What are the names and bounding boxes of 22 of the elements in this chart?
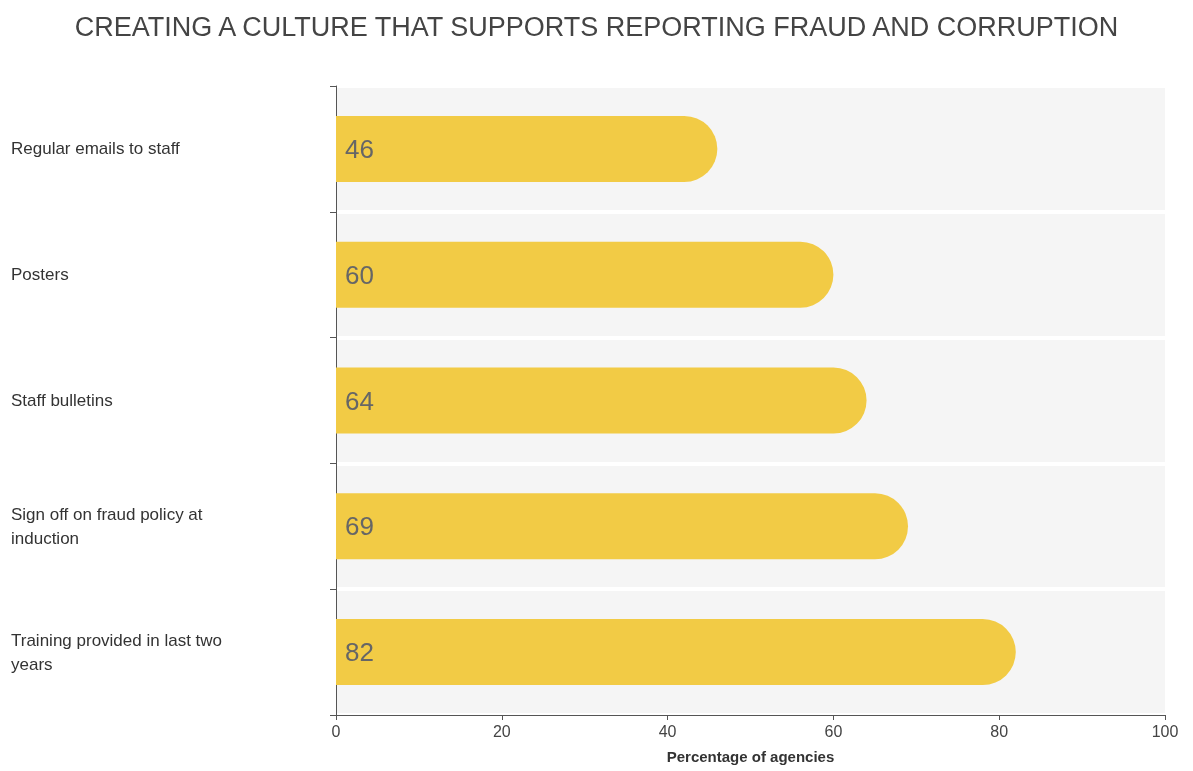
bar — [336, 493, 909, 560]
bar — [336, 367, 867, 434]
x-tick-label: 60 — [824, 722, 843, 740]
data-label: 60 — [345, 259, 374, 290]
data-label: 69 — [345, 511, 374, 542]
x-tick-label: 20 — [492, 722, 511, 740]
y-tick-label: Sign off on fraud policy at induction — [11, 504, 208, 548]
chart-title: CREATING A CULTURE THAT SUPPORTS REPORTING FRAUD AND CORRUPTION — [74, 11, 1119, 42]
y-tick-label: Posters — [11, 265, 69, 285]
y-tick-label: Regular emails to staff — [11, 139, 181, 159]
bar — [336, 115, 718, 182]
bar — [336, 241, 834, 308]
data-label: 64 — [345, 385, 374, 416]
y-tick-label: Staff bulletins — [11, 391, 113, 410]
x-tick-label: 100 — [1151, 722, 1179, 740]
data-label: 82 — [345, 637, 374, 668]
x-tick-label: 40 — [658, 722, 677, 740]
y-tick-label: Training provided in last two years — [11, 630, 227, 674]
data-label: 46 — [345, 133, 374, 164]
x-axis-title: Percentage of agencies — [666, 748, 835, 765]
x-tick-label: 80 — [990, 722, 1009, 740]
x-tick-label: 0 — [331, 722, 341, 740]
